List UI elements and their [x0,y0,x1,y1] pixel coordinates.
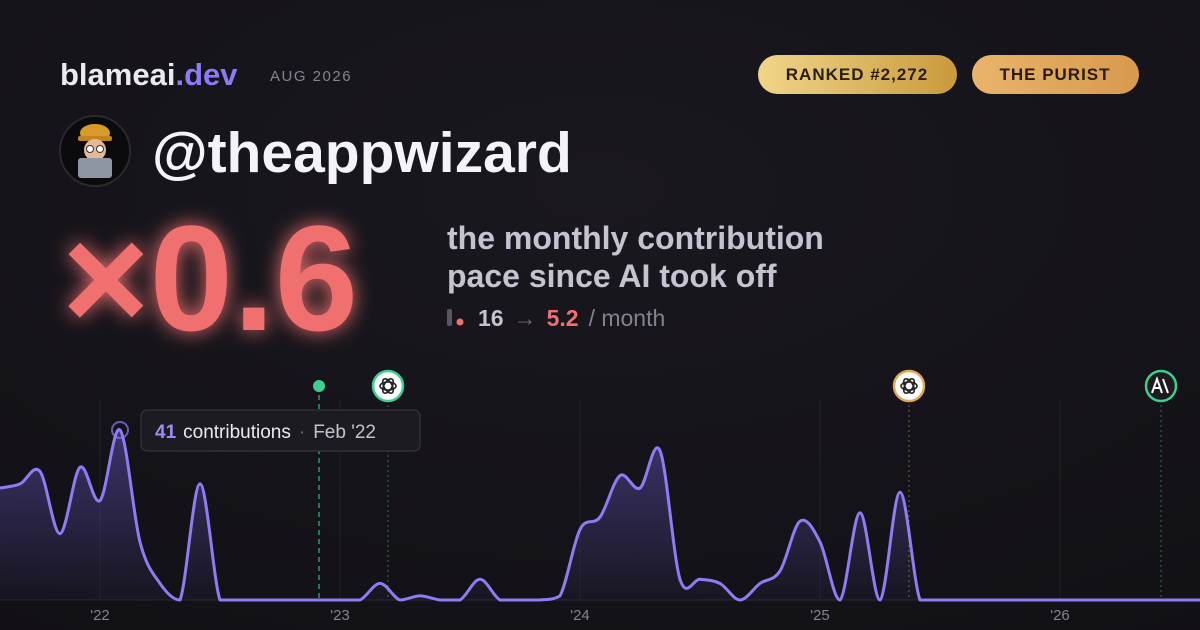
tooltip-separator: · [299,422,305,443]
tooltip-value: 41 [155,422,177,443]
description: pace since AI took off [447,258,777,294]
description: the monthly contribution [447,220,824,256]
before: 16 [478,305,504,331]
x-tick-label: '24 [570,607,590,624]
badge [758,55,957,94]
unit: / month [589,305,666,331]
brand-tld: .dev [175,57,238,92]
x-tick-label: '22 [90,607,110,624]
username: @theappwizard [152,121,572,185]
badge-label: THE PURIST [999,65,1110,84]
highlight-ring [111,421,129,439]
avatar [59,115,131,187]
badge [972,55,1139,94]
line [0,428,1200,602]
tooltip [140,409,421,452]
brand-name: blameai [60,57,175,92]
x-tick-label: '26 [1050,607,1070,624]
badge-label: RANKED #2,272 [786,65,928,84]
after: 5.2 [547,305,579,331]
tooltip-label: contributions [183,422,291,443]
tooltip-date: Feb '22 [313,422,376,443]
chart: '22 '23 '24 '25 '26 [0,400,1200,624]
brand: blameai.dev [60,57,238,92]
stats: 16 → 5.2 / month [478,305,665,331]
arrow: → [514,305,537,331]
event-markers [313,369,1178,600]
area-fill [0,429,1200,600]
x-tick-label: '25 [810,607,830,624]
period: AUG 2026 [270,68,352,85]
stat-icon [456,318,464,326]
x-tick-label: '23 [330,607,350,624]
tooltip-text: 41 contributions · Feb '22 [155,422,376,443]
stat-icon [447,309,452,326]
multiplier: ×0.6 [62,194,358,362]
